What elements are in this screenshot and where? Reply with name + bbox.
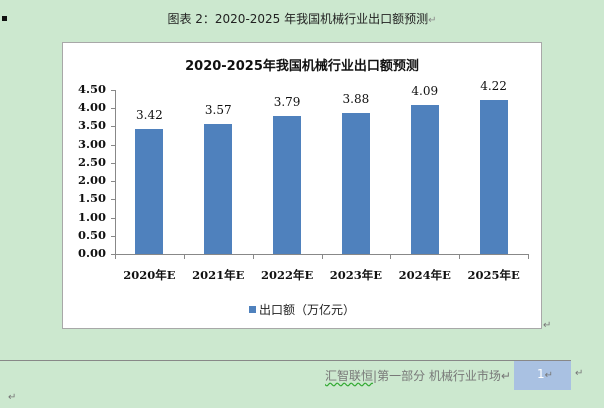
x-tick-mark [459,254,461,259]
bar-2025年E[interactable] [479,100,508,254]
paragraph-mark-icon: ↵ [8,392,17,403]
x-tick-label: 2020年E [123,268,176,282]
y-tick-mark [111,235,115,237]
y-tick-label: 2.00 [77,173,106,188]
y-tick-label: 3.50 [77,118,106,133]
paragraph-mark-icon: ↵ [543,320,552,331]
x-tick-mark [528,254,529,259]
y-tick-mark [111,108,115,110]
y-tick-label: 0.50 [77,227,106,242]
paragraph-mark-icon: ↵ [544,370,554,381]
y-tick-label: 0.00 [77,246,106,260]
y-tick-mark [111,90,115,91]
x-tick-label: 2024年E [398,268,451,282]
footer-brand: 汇智联恒 [325,369,374,383]
bar-2023年E[interactable] [341,112,370,254]
y-tick-label: 1.50 [77,191,106,206]
y-tick-label: 4.50 [77,82,106,96]
x-tick-label: 2021年E [192,268,245,282]
data-label: 4.09 [411,83,439,98]
data-label: 4.22 [480,79,507,94]
data-label: 3.88 [342,91,370,106]
y-tick-mark [111,199,115,201]
legend-swatch-icon [248,306,256,313]
y-tick-label: 3.00 [77,136,106,151]
footer-divider [0,360,571,361]
chart-title: 2020-2025年我国机械行业出口额预测 [185,59,419,74]
paragraph-mark-icon: ↵ [500,369,511,383]
y-tick-mark [111,144,115,146]
bar-2022年E[interactable] [273,115,302,254]
x-tick-label: 2025年E [467,268,520,282]
footer-section: 第一部分 机械行业市场 [377,369,501,383]
y-tick-label: 4.00 [77,100,106,115]
data-label: 3.57 [204,102,232,117]
y-tick-mark [111,254,115,255]
y-tick-label: 2.50 [77,154,106,169]
legend-label: 出口额（万亿元） [258,303,355,317]
x-tick-label: 2022年E [260,268,314,282]
x-tick-mark [252,254,254,259]
list-bullet [2,16,7,21]
page-number-box [514,361,571,390]
bar-2024年E[interactable] [410,104,439,254]
x-tick-mark [321,254,323,259]
page-number: 1↵ [537,367,553,381]
x-tick-mark [183,254,185,259]
footer-text: 汇智联恒|第一部分 机械行业市场↵ [325,367,511,384]
y-tick-mark [111,217,115,219]
caption-text: 图表 2：2020-2025 年我国机械行业出口额预测 [167,12,429,26]
x-tick-mark [115,254,116,259]
y-axis [115,90,116,254]
bar-2021年E[interactable] [204,123,233,254]
y-tick-mark [111,181,115,183]
figure-caption: 图表 2：2020-2025 年我国机械行业出口额预测↵ [0,10,604,27]
footer-separator: | [373,369,378,383]
page-number-value: 1 [537,367,545,381]
chart-legend: 出口额（万亿元） [63,301,541,318]
paragraph-mark-icon: ↵ [575,368,584,379]
data-label: 3.42 [136,108,163,123]
x-tick-label: 2023年E [329,268,383,282]
bar-chart[interactable]: 2020-2025年我国机械行业出口额预测 出口额（万亿元） 0.00 0.50 1… [62,42,542,329]
paragraph-mark-icon: ↵ [428,15,437,26]
data-label: 3.79 [273,94,301,109]
bar-2020年E[interactable] [135,129,164,254]
x-tick-mark [390,254,392,259]
y-tick-mark [111,126,115,128]
y-tick-label: 1.00 [77,209,106,224]
y-tick-mark [111,162,115,164]
